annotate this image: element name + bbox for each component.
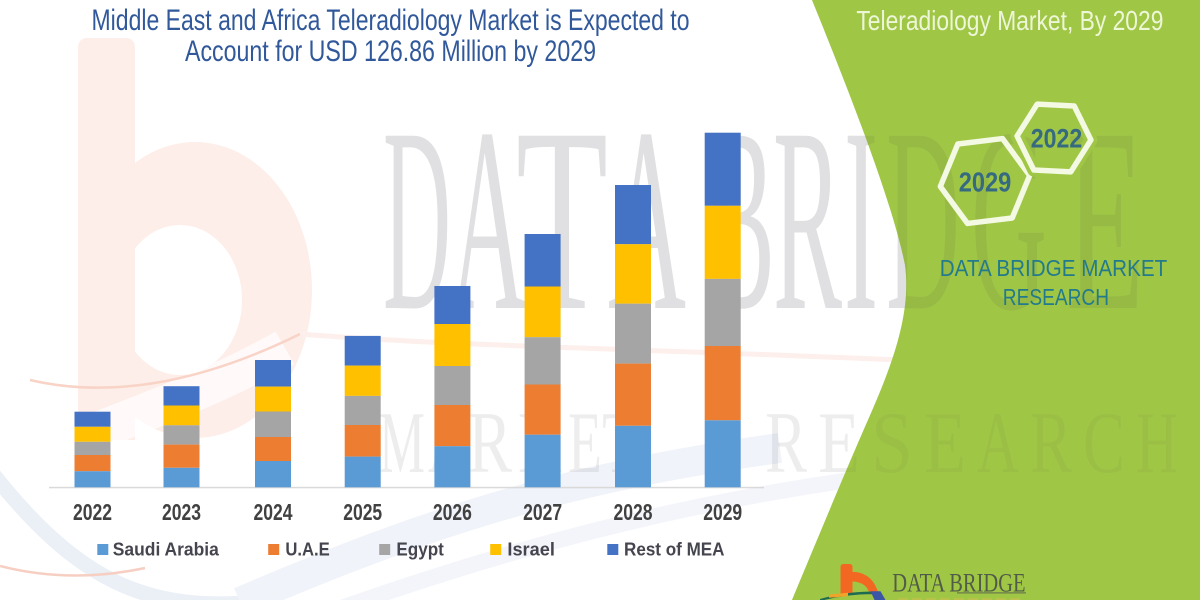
svg-text:2028: 2028	[614, 499, 653, 525]
svg-text:2027: 2027	[523, 499, 562, 525]
svg-text:R: R	[773, 74, 843, 365]
svg-text:R: R	[468, 395, 512, 492]
svg-text:E: E	[568, 395, 602, 492]
svg-text:Account for USD 126.86 Million: Account for USD 126.86 Million by 2029	[185, 35, 596, 68]
svg-text:2023: 2023	[162, 499, 201, 525]
svg-text:Egypt: Egypt	[396, 540, 444, 560]
svg-text:2029: 2029	[959, 167, 1012, 198]
svg-text:2024: 2024	[254, 499, 293, 525]
svg-text:U.A.E: U.A.E	[285, 540, 329, 560]
svg-text:RESEARCH: RESEARCH	[1003, 284, 1109, 310]
svg-text:2022: 2022	[73, 499, 112, 525]
svg-text:Saudi Arabia: Saudi Arabia	[113, 540, 220, 560]
svg-text:2025: 2025	[343, 499, 382, 525]
svg-text:DATA BRIDGE MARKET: DATA BRIDGE MARKET	[940, 255, 1168, 281]
svg-text:2026: 2026	[433, 499, 472, 525]
svg-text:Israel: Israel	[507, 540, 555, 560]
svg-text:2029: 2029	[703, 499, 742, 525]
svg-text:M: M	[379, 395, 425, 492]
svg-text:2022: 2022	[1031, 124, 1082, 154]
svg-text:Middle East and Africa Telerad: Middle East and Africa Teleradiology Mar…	[92, 4, 690, 37]
svg-text:Rest of MEA: Rest of MEA	[624, 540, 725, 560]
svg-text:Teleradiology Market, By 2029: Teleradiology Market, By 2029	[856, 5, 1163, 36]
svg-text:R: R	[765, 395, 807, 492]
